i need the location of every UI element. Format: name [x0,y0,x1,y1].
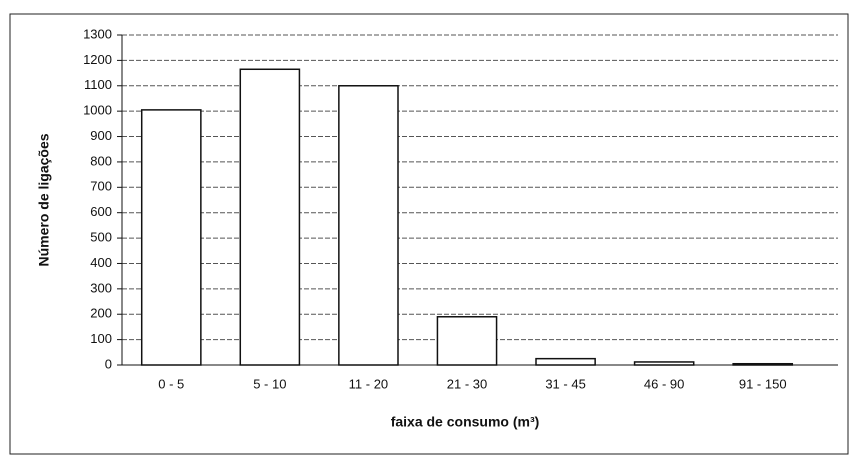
x-tick-label: 0 - 5 [158,376,184,391]
x-tick-label: 21 - 30 [447,376,487,391]
x-tick-label: 46 - 90 [644,376,684,391]
y-tick-label: 1000 [83,103,112,118]
y-tick-label: 400 [90,255,112,270]
y-tick-label: 1100 [84,77,112,92]
x-tick-label: 91 - 150 [739,376,787,391]
x-tick-label: 11 - 20 [349,376,389,391]
y-tick-label: 700 [90,179,112,194]
bar [633,361,695,366]
y-tick-label: 200 [90,306,112,321]
bar [338,85,399,366]
y-tick-label: 900 [90,128,112,143]
y-tick-label: 1200 [83,52,112,67]
y-tick-label: 0 [105,356,112,371]
y-tick-label: 800 [90,153,112,168]
chart-frame [9,13,849,455]
y-tick-label: 100 [90,331,112,346]
x-axis-label: faixa de consumo (m³) [391,414,540,430]
bar [239,68,301,366]
y-tick-label: 600 [90,204,112,219]
x-tick-label: 31 - 45 [545,376,585,391]
x-tick-label: 5 - 10 [253,376,286,391]
y-tick-label: 1300 [83,26,112,41]
bar [436,316,498,366]
bar [535,357,596,366]
y-tick-label: 300 [90,280,112,295]
bar [140,109,202,366]
y-axis-label: Número de ligações [36,133,52,266]
bar [732,362,794,366]
y-tick-label: 500 [90,230,112,245]
